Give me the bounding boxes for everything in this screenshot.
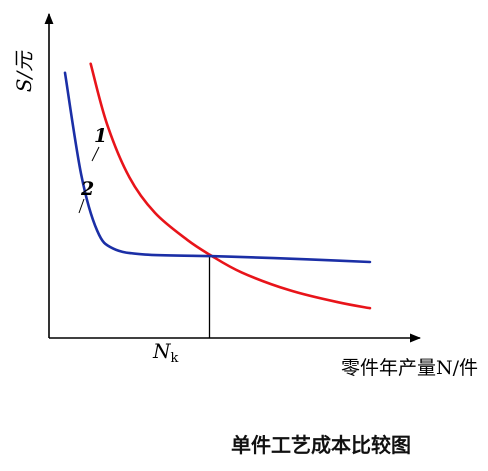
x-axis-label: 零件年产量N/件 <box>341 357 478 379</box>
nk-marker-label: Nk <box>152 339 179 366</box>
series-1-label: 1 <box>94 125 107 147</box>
y-axis-label: S/元 <box>12 50 36 92</box>
nk-marker-subscript: k <box>171 351 179 366</box>
nk-marker-letter: N <box>152 339 172 363</box>
series-2-leader <box>78 198 85 214</box>
chart-title: 单件工艺成本比较图 <box>231 433 411 457</box>
series-2-line <box>63 71 372 264</box>
series-1-leader <box>91 146 100 162</box>
series-2-label: 2 <box>80 178 94 200</box>
series-1-line <box>89 62 372 310</box>
